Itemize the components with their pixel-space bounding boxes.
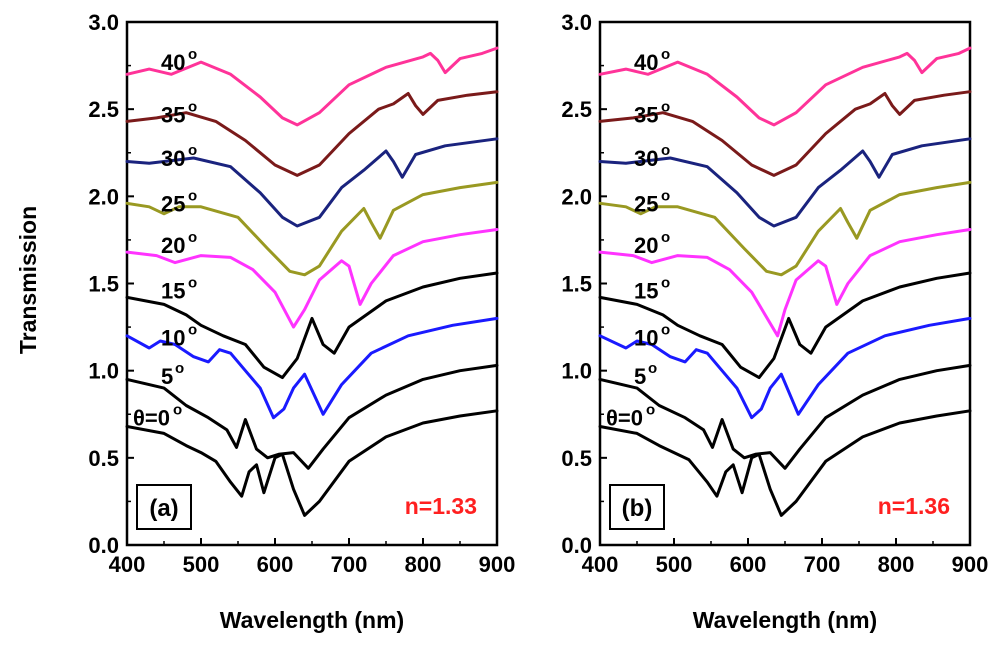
series-line-5 xyxy=(125,180,499,277)
degree-symbol: o xyxy=(188,322,197,339)
degree-symbol: o xyxy=(661,98,670,115)
curve-label: 25 xyxy=(161,191,185,216)
series-line-3 xyxy=(125,271,499,380)
series-line-4 xyxy=(598,228,972,338)
y-tick-label: 2.0 xyxy=(88,184,119,209)
degree-symbol: o xyxy=(188,229,197,246)
degree-symbol: o xyxy=(188,46,197,63)
y-tick-label: 3.0 xyxy=(561,10,592,35)
panel-label-box xyxy=(609,484,665,530)
panel-label: (b) xyxy=(622,495,653,522)
x-tick-label: 400 xyxy=(582,552,619,577)
y-tick-label: 2.5 xyxy=(561,97,592,122)
degree-symbol: o xyxy=(661,274,670,291)
x-axis-label: Wavelength (nm) xyxy=(220,607,404,633)
x-tick-label: 500 xyxy=(656,552,693,577)
series-line-6 xyxy=(125,137,499,228)
curve-label: 30 xyxy=(634,146,658,171)
x-tick-label: 900 xyxy=(952,552,989,577)
panel-label: (a) xyxy=(149,495,178,522)
degree-symbol: o xyxy=(661,46,670,63)
panel-label-box xyxy=(136,484,192,530)
refractive-index-annotation: n=1.33 xyxy=(405,493,477,519)
x-tick-label: 700 xyxy=(804,552,841,577)
curve-label: 25 xyxy=(634,191,658,216)
curve-label: 40 xyxy=(634,50,658,75)
degree-symbol: o xyxy=(661,229,670,246)
y-tick-label: 1.5 xyxy=(88,272,119,297)
series-line-7 xyxy=(125,90,499,177)
x-tick-label: 600 xyxy=(730,552,767,577)
x-tick-label: 600 xyxy=(257,552,294,577)
degree-symbol: o xyxy=(188,98,197,115)
curve-label: 20 xyxy=(634,233,658,258)
refractive-index-annotation: n=1.36 xyxy=(878,493,950,519)
x-axis-label: Wavelength (nm) xyxy=(693,607,877,633)
curve-label: 5 xyxy=(634,364,646,389)
degree-symbol: o xyxy=(661,142,670,159)
degree-symbol: o xyxy=(661,187,670,204)
degree-symbol: o xyxy=(188,187,197,204)
curve-label: 5 xyxy=(161,364,173,389)
curve-label: θ=0 xyxy=(133,406,170,431)
series-line-0 xyxy=(125,409,499,517)
y-tick-label: 0.5 xyxy=(561,446,592,471)
y-tick-label: 1.0 xyxy=(88,359,119,384)
x-tick-label: 700 xyxy=(331,552,368,577)
series-line-1 xyxy=(125,363,499,470)
series-line-3 xyxy=(598,271,972,380)
degree-symbol: o xyxy=(188,274,197,291)
series-line-0 xyxy=(598,409,972,517)
series-line-4 xyxy=(125,228,499,329)
degree-symbol: o xyxy=(173,402,182,419)
figure-ylabel: Transmission xyxy=(15,206,41,354)
degree-symbol: o xyxy=(661,322,670,339)
series-line-2 xyxy=(598,316,972,420)
curve-label: 30 xyxy=(161,146,185,171)
series-line-1 xyxy=(598,363,972,470)
series-line-8 xyxy=(125,46,499,127)
x-tick-label: 400 xyxy=(109,552,146,577)
y-tick-label: 1.5 xyxy=(561,272,592,297)
y-tick-label: 2.5 xyxy=(88,97,119,122)
y-tick-label: 3.0 xyxy=(88,10,119,35)
y-tick-label: 0.5 xyxy=(88,446,119,471)
panel-b: 400 500 600 700 800 900 0.0 0.5 1.0 1.5 2.0 2.5 3.0 W… xyxy=(561,10,988,633)
curve-label: 40 xyxy=(161,50,185,75)
degree-symbol: o xyxy=(175,360,184,377)
series-line-8 xyxy=(598,46,972,127)
series-line-2 xyxy=(125,316,499,420)
curve-label: 10 xyxy=(634,326,658,351)
curve-label: 35 xyxy=(634,102,658,127)
panel-a: 400 500 600 700 800 900 0.0 0.5 1.0 1.5 2.0 2.5 3.0 W… xyxy=(88,10,515,633)
degree-symbol: o xyxy=(648,360,657,377)
x-tick-label: 800 xyxy=(878,552,915,577)
degree-symbol: o xyxy=(646,402,655,419)
y-tick-label: 0.0 xyxy=(88,533,119,558)
y-tick-label: 0.0 xyxy=(561,533,592,558)
curve-label: 35 xyxy=(161,102,185,127)
curve-label: 10 xyxy=(161,326,185,351)
x-tick-label: 900 xyxy=(479,552,516,577)
degree-symbol: o xyxy=(188,142,197,159)
curve-label: 15 xyxy=(161,278,185,303)
x-tick-label: 500 xyxy=(183,552,220,577)
y-tick-label: 1.0 xyxy=(561,359,592,384)
y-tick-label: 2.0 xyxy=(561,184,592,209)
curve-label: 20 xyxy=(161,233,185,258)
series-line-5 xyxy=(598,180,972,277)
x-tick-label: 800 xyxy=(405,552,442,577)
series-line-7 xyxy=(598,90,972,177)
series-line-6 xyxy=(598,137,972,228)
curve-label: θ=0 xyxy=(606,406,643,431)
curve-label: 15 xyxy=(634,278,658,303)
